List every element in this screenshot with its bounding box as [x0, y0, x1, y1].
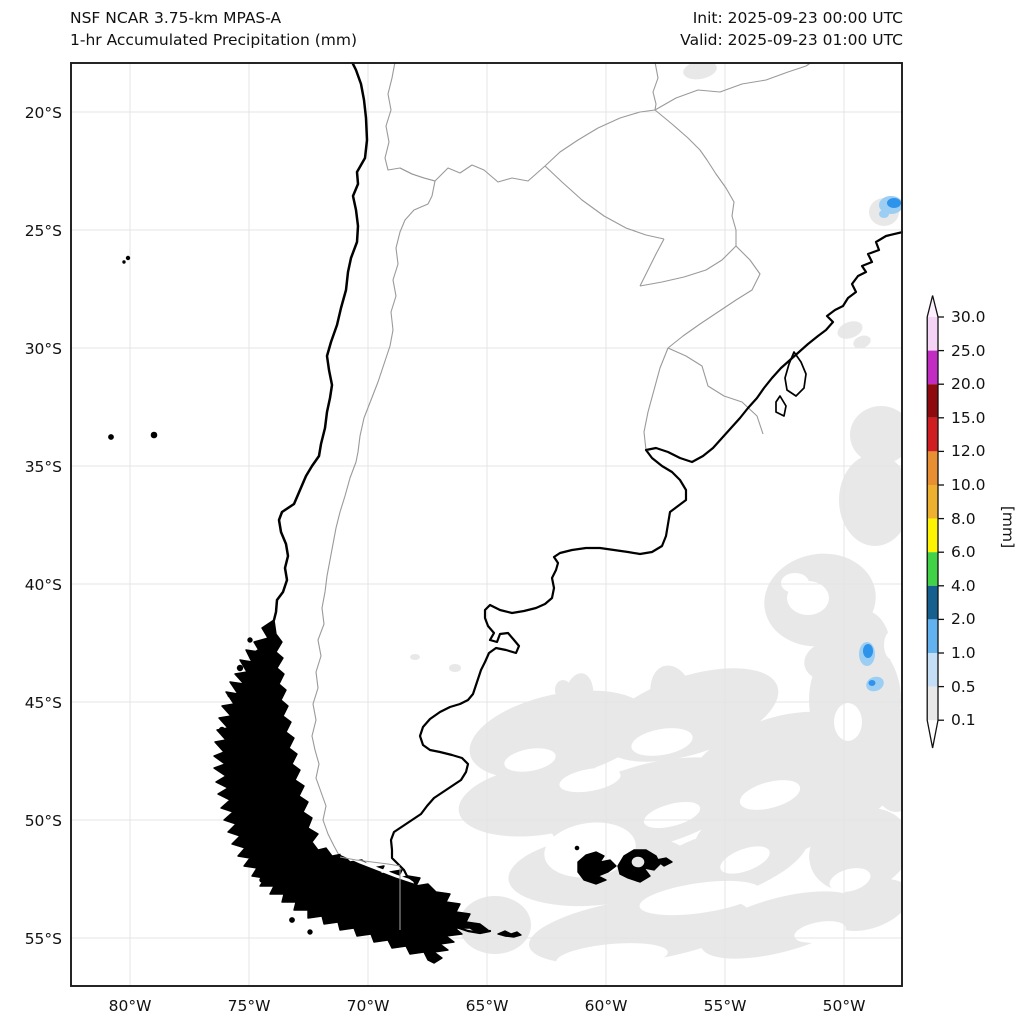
map-canvas [70, 62, 903, 987]
x-axis-tick-label: 50°W [822, 997, 866, 1015]
colorbar-tick-label: 0.1 [951, 711, 976, 729]
falkland-islands [574, 845, 673, 885]
y-axis-tick-label: 55°S [24, 930, 62, 948]
map-frame [70, 62, 903, 987]
coastlines [272, 62, 903, 878]
product-title: 1-hr Accumulated Precipitation (mm) [70, 31, 357, 49]
colorbar-tick-label: 15.0 [951, 409, 986, 427]
chile-coastline [272, 62, 369, 622]
colorbar-tick-label: 20.0 [951, 375, 986, 393]
y-axis-tick-label: 25°S [24, 222, 62, 240]
country-borders [311, 62, 813, 858]
y-axis-tick-label: 45°S [24, 694, 62, 712]
colorbar [926, 295, 944, 749]
colorbar-tick-label: 0.5 [951, 678, 976, 696]
init-time: Init: 2025-09-23 00:00 UTC [692, 9, 903, 27]
x-axis-tick-label: 65°W [465, 997, 509, 1015]
colorbar-tick-label: 6.0 [951, 543, 976, 561]
colorbar-tick-label: 25.0 [951, 342, 986, 360]
lagoon-outline [784, 351, 807, 397]
x-axis-tick-label: 80°W [108, 997, 152, 1015]
colorbar-tick-label: 8.0 [951, 510, 976, 528]
colorbar-tick-label: 10.0 [951, 476, 986, 494]
x-axis-tick-label: 60°W [584, 997, 628, 1015]
graticule-gridlines [70, 62, 903, 987]
y-axis-tick-label: 50°S [24, 812, 62, 830]
colorbar-tick-label: 1.0 [951, 644, 976, 662]
x-axis-tick-label: 55°W [703, 997, 747, 1015]
x-axis-tick-label: 70°W [346, 997, 390, 1015]
x-axis-tick-label: 75°W [227, 997, 271, 1015]
colorbar-tick-label: 4.0 [951, 577, 976, 595]
valid-time: Valid: 2025-09-23 01:00 UTC [680, 31, 903, 49]
colorbar-tick-label: 2.0 [951, 610, 976, 628]
colorbar-tick-label: 12.0 [951, 442, 986, 460]
precip-trace-field [410, 62, 903, 971]
lagoon-outline [775, 395, 787, 417]
colorbar-tick-label: 30.0 [951, 308, 986, 326]
colorbar-ticks [938, 316, 944, 721]
model-title: NSF NCAR 3.75-km MPAS-A [70, 9, 282, 27]
atlantic-coastline [389, 230, 903, 878]
y-axis-tick-label: 40°S [24, 576, 62, 594]
y-axis-tick-label: 35°S [24, 458, 62, 476]
y-axis-tick-label: 20°S [24, 104, 62, 122]
patagonia-fjords [213, 619, 492, 964]
precip-blue-cells [859, 196, 903, 692]
y-axis-tick-label: 30°S [24, 340, 62, 358]
oceanic-islands [108, 255, 522, 938]
tierra-del-fuego-coast [405, 874, 492, 935]
colorbar-unit-label: [mm] [999, 505, 1017, 549]
colorbar-over-arrow [927, 295, 938, 317]
colorbar-under-arrow [927, 720, 938, 748]
